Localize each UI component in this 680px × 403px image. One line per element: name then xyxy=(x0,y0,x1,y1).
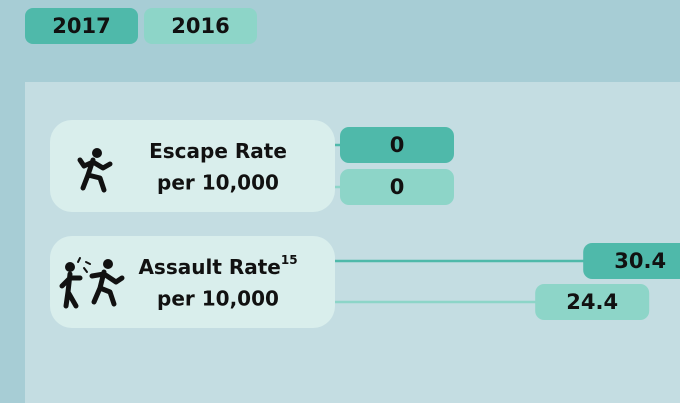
legend-button xyxy=(144,8,257,44)
rows: 0 0 Escape Rate per 10,000 30.4 24.4 Assault R… xyxy=(50,120,680,328)
legend: 2017 2016 xyxy=(25,8,257,44)
value-label: 24.4 xyxy=(566,290,618,314)
bar xyxy=(340,169,454,205)
escape-icon xyxy=(77,148,113,193)
unit-label: per 10,000 xyxy=(157,287,279,311)
category-label: Assault Rate15 xyxy=(138,253,297,279)
legend-label: 2017 xyxy=(52,14,110,38)
bar xyxy=(340,127,454,163)
category-label: Escape Rate xyxy=(149,139,287,163)
legend-button xyxy=(25,8,138,44)
assault-icon xyxy=(59,257,125,309)
category-name: Escape Rate xyxy=(149,139,287,163)
value-label: 0 xyxy=(390,133,405,157)
footnote-ref: 15 xyxy=(281,253,298,267)
category-box xyxy=(50,120,335,212)
value-label: 30.4 xyxy=(614,249,666,273)
bar xyxy=(583,243,680,279)
unit-label: per 10,000 xyxy=(157,171,279,195)
category-name: Assault Rate xyxy=(138,255,280,279)
category-box xyxy=(50,236,335,328)
bar xyxy=(535,284,650,320)
legend-label: 2016 xyxy=(171,14,229,38)
value-label: 0 xyxy=(390,175,405,199)
